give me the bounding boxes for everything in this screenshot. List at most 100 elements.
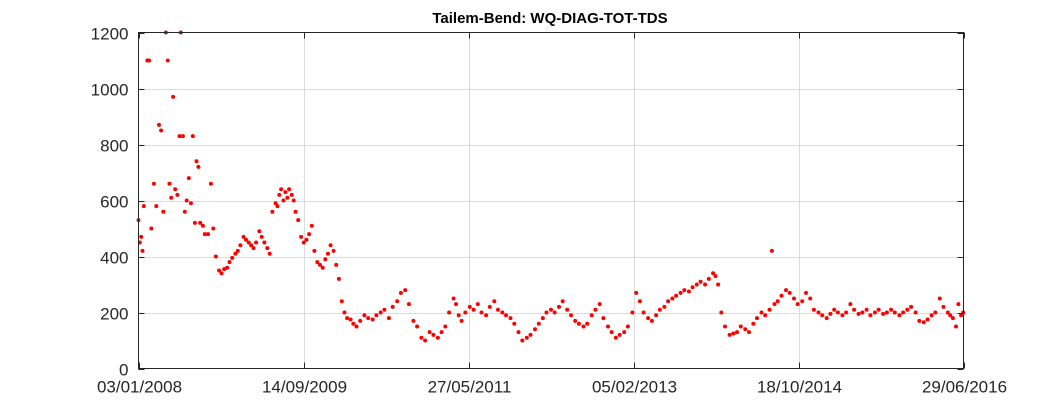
data-point [175,192,180,197]
data-point [852,307,857,312]
data-point [641,310,646,315]
data-point [690,285,695,290]
y-tick-label: 1000 [91,81,129,100]
x-tick-label: 18/10/2014 [757,378,842,397]
data-point [617,332,622,337]
data-point [868,313,873,318]
data-point [654,313,659,318]
data-point [277,192,282,197]
data-point [565,307,570,312]
data-point [787,290,792,295]
data-point [459,318,464,323]
data-point [374,313,379,318]
data-point [254,240,259,245]
data-point [892,310,897,315]
data-point [828,311,833,316]
data-point [487,304,492,309]
ticks-layer [138,32,965,370]
data-point [792,296,796,301]
data-point [180,134,185,139]
data-point [840,313,845,318]
data-point [320,265,325,270]
grid-layer [138,32,964,369]
data-point [719,310,724,315]
data-point [811,307,816,312]
data-point [844,310,849,315]
data-point [649,318,654,323]
data-point [186,176,191,181]
data-point [190,134,195,139]
data-point [516,330,521,335]
data-point [342,310,347,315]
x-tick-label: 14/09/2009 [262,378,347,397]
data-point [227,260,232,265]
data-point [257,229,262,234]
data-point [634,290,639,295]
data-point [167,181,172,186]
data-point [233,251,238,256]
data-point [804,290,808,295]
data-point [318,262,322,267]
data-point [196,164,201,169]
data-point [154,204,159,209]
data-point [439,330,444,335]
data-point [419,335,424,340]
data-point [637,299,642,304]
data-point [589,313,594,318]
data-point [613,335,618,340]
data-point [427,330,432,335]
data-point [475,302,480,307]
data-point [622,330,627,335]
chart-title: Tailem-Bend: WQ-DIAG-TOT-TDS [432,10,667,27]
data-point [769,248,774,253]
data-point [808,296,813,301]
data-point [533,327,537,332]
data-point [864,307,869,312]
data-point [345,316,350,321]
data-point [382,307,387,312]
data-point [905,307,910,312]
data-point [192,220,197,225]
y-tick-label: 0 [119,361,128,380]
data-point [876,307,881,312]
data-point [625,324,630,329]
data-point [184,198,189,203]
data-point [251,246,256,251]
data-point [447,310,452,315]
data-point [856,311,861,316]
data-point [366,316,371,321]
data-point [202,232,207,237]
data-point [307,232,312,237]
data-point [411,318,416,323]
data-point [285,195,290,200]
data-point [296,218,301,223]
data-point [348,317,353,322]
data-point [249,243,254,248]
data-point [283,190,288,195]
data-point [334,262,339,267]
data-point [151,181,156,186]
data-point [573,318,578,323]
data-point [451,296,456,301]
data-point [779,293,784,298]
data-point [723,324,727,329]
data-point [959,313,964,318]
data-point [670,296,675,301]
tick-labels-layer: 0 200 400 600 800 1000 1200 03/01/2008 14/09/200… [91,25,1007,397]
data-point [816,310,821,315]
data-point [435,335,440,340]
data-point [339,299,344,304]
x-tick-label: 29/06/2016 [922,378,1007,397]
data-point [200,223,205,228]
data-point [386,316,391,321]
data-point [735,330,739,335]
data-point [315,260,320,265]
data-point [323,257,328,262]
y-tick-label: 600 [100,193,128,212]
data-point [431,332,436,337]
data-point [585,321,590,326]
data-point [362,313,367,318]
data-point [406,302,411,307]
data-point [933,310,938,315]
data-point [354,324,359,329]
